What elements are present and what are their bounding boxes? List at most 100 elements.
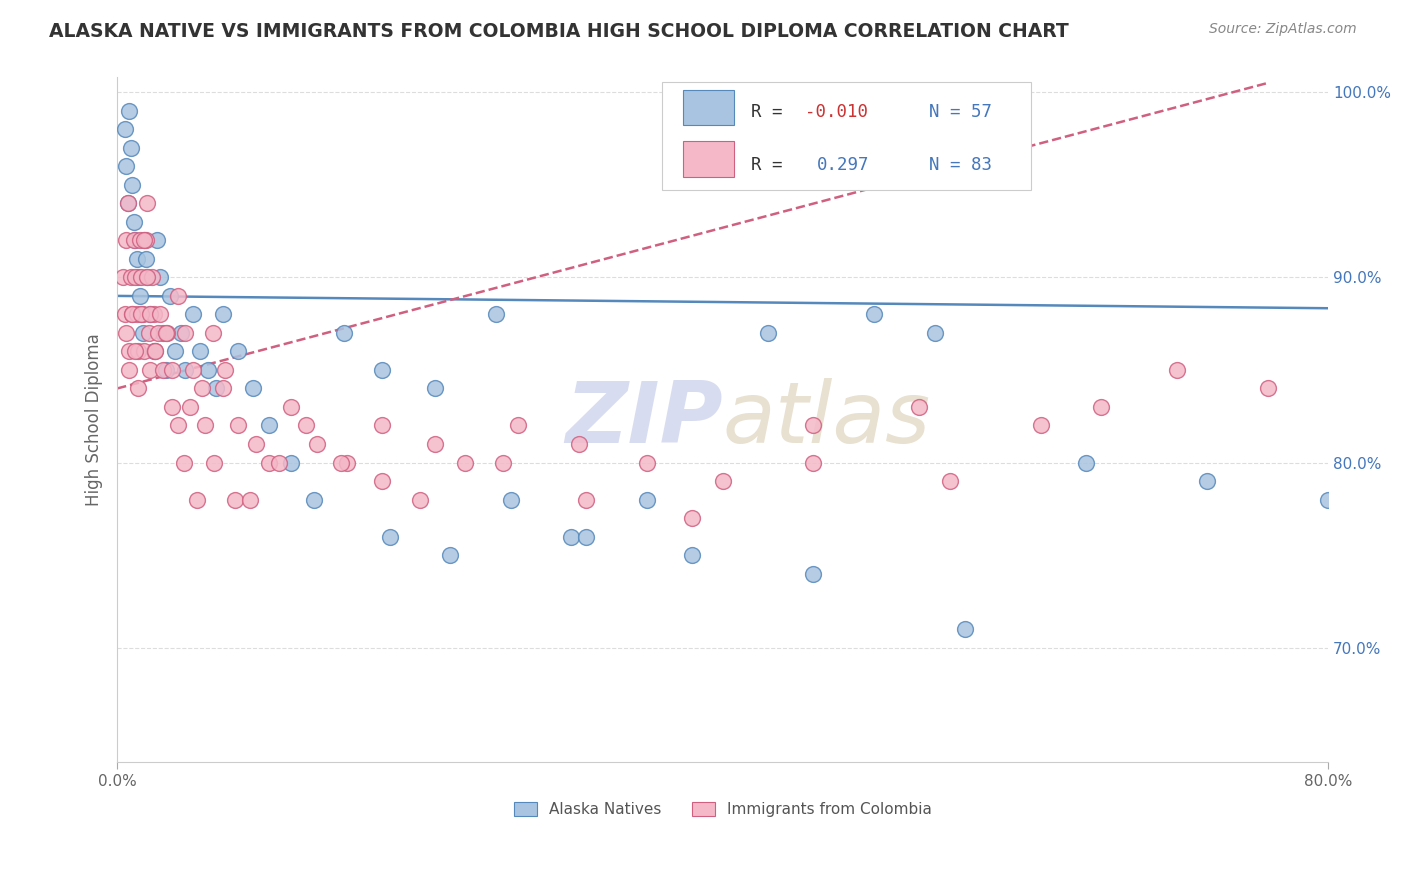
Point — [371, 418, 394, 433]
Point — [245, 437, 267, 451]
Point — [139, 363, 162, 377]
Point — [371, 474, 394, 488]
Point — [138, 326, 160, 340]
Text: ALASKA NATIVE VS IMMIGRANTS FROM COLOMBIA HIGH SCHOOL DIPLOMA CORRELATION CHART: ALASKA NATIVE VS IMMIGRANTS FROM COLOMBI… — [49, 22, 1069, 41]
Point — [143, 344, 166, 359]
Point — [492, 456, 515, 470]
Point — [131, 307, 153, 321]
FancyBboxPatch shape — [662, 82, 1032, 191]
Text: -0.010: -0.010 — [806, 103, 868, 120]
Point — [423, 381, 446, 395]
Text: Source: ZipAtlas.com: Source: ZipAtlas.com — [1209, 22, 1357, 37]
Point — [118, 103, 141, 118]
Point — [204, 381, 226, 395]
Point — [1195, 474, 1218, 488]
Point — [156, 326, 179, 340]
Point — [499, 492, 522, 507]
Point — [181, 363, 204, 377]
Point — [121, 307, 143, 321]
Point — [484, 307, 506, 321]
Point — [160, 400, 183, 414]
Point — [131, 307, 153, 321]
Point — [163, 344, 186, 359]
Point — [114, 307, 136, 321]
Point — [124, 233, 146, 247]
Point — [371, 363, 394, 377]
Point — [575, 492, 598, 507]
Point — [938, 474, 960, 488]
Point — [127, 381, 149, 395]
FancyBboxPatch shape — [683, 141, 734, 177]
Point — [134, 344, 156, 359]
Point — [120, 141, 142, 155]
Point — [508, 418, 530, 433]
Point — [1166, 363, 1188, 377]
Point — [136, 270, 159, 285]
Text: atlas: atlas — [723, 378, 931, 461]
Point — [302, 492, 325, 507]
Point — [148, 307, 170, 321]
Point — [681, 511, 703, 525]
Point — [166, 289, 188, 303]
Point — [1029, 418, 1052, 433]
Point — [681, 548, 703, 562]
Point — [125, 307, 148, 321]
Point — [212, 307, 235, 321]
Point — [118, 344, 141, 359]
Point — [226, 418, 249, 433]
Point — [908, 400, 931, 414]
Point — [139, 307, 162, 321]
FancyBboxPatch shape — [683, 90, 734, 126]
Point — [135, 252, 157, 266]
Point — [134, 233, 156, 247]
Point — [145, 233, 167, 247]
Point — [239, 492, 262, 507]
Point — [117, 196, 139, 211]
Point — [131, 270, 153, 285]
Point — [160, 363, 183, 377]
Point — [117, 196, 139, 211]
Point — [242, 381, 264, 395]
Point — [953, 622, 976, 636]
Point — [174, 363, 197, 377]
Y-axis label: High School Diploma: High School Diploma — [86, 334, 103, 507]
Point — [336, 456, 359, 470]
Point — [190, 344, 212, 359]
Point — [197, 363, 219, 377]
Point — [1317, 492, 1340, 507]
Point — [269, 456, 291, 470]
Text: N = 57: N = 57 — [908, 103, 993, 120]
Point — [125, 252, 148, 266]
Point — [155, 326, 177, 340]
Point — [224, 492, 246, 507]
Point — [636, 492, 658, 507]
Point — [186, 492, 208, 507]
Point — [136, 196, 159, 211]
Point — [202, 456, 225, 470]
Point — [146, 326, 169, 340]
Point — [114, 122, 136, 136]
Point — [139, 307, 162, 321]
Point — [115, 326, 138, 340]
Point — [132, 326, 155, 340]
Point — [333, 326, 356, 340]
Point — [135, 233, 157, 247]
Point — [136, 270, 159, 285]
Point — [115, 233, 138, 247]
Point — [439, 548, 461, 562]
Point — [191, 381, 214, 395]
Point — [568, 437, 591, 451]
Point — [560, 530, 582, 544]
Point — [159, 289, 181, 303]
Point — [636, 456, 658, 470]
Text: R =: R = — [751, 156, 803, 174]
Point — [112, 270, 135, 285]
Point — [409, 492, 432, 507]
Point — [803, 456, 825, 470]
Point — [121, 178, 143, 192]
Point — [170, 326, 193, 340]
Point — [226, 344, 249, 359]
Point — [305, 437, 328, 451]
Point — [201, 326, 224, 340]
Point — [756, 326, 779, 340]
